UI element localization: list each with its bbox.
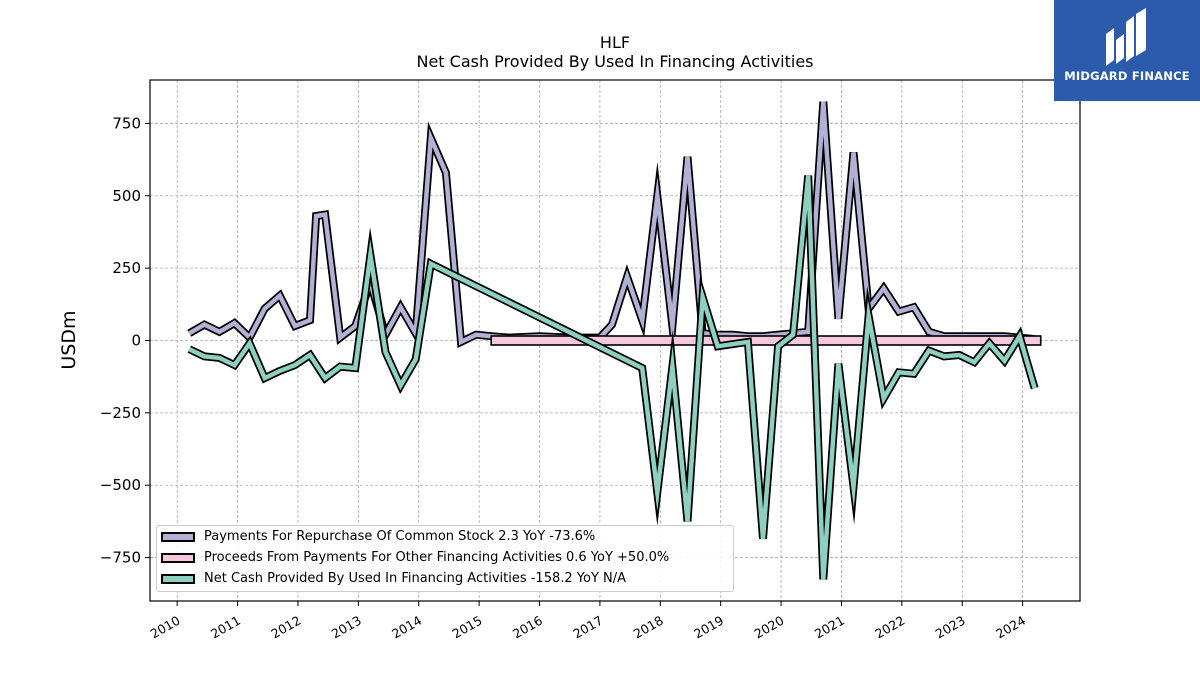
series-layer: [187, 101, 1042, 580]
x-axis-ticks: 2010 2011 2012 2013 2014 2015 2016 2017 2018 2019…: [148, 601, 1028, 642]
legend-label-net-cash: Net Cash Provided By Used In Financing A…: [204, 571, 627, 586]
chart-subtitle: Net Cash Provided By Used In Financing A…: [416, 52, 814, 71]
y-tick-label: −500: [100, 476, 141, 494]
legend-label-other-financing: Proceeds From Payments For Other Financi…: [204, 550, 670, 565]
x-tick-label: 2021: [812, 613, 847, 642]
legend-swatch-other-financing: [161, 553, 195, 563]
x-tick-label: 2020: [752, 613, 787, 642]
x-tick-label: 2013: [329, 613, 364, 642]
series-other-financing-bar: [490, 335, 1042, 346]
x-tick-label: 2017: [570, 613, 605, 642]
y-tick-label: 250: [112, 259, 141, 277]
x-tick-label: 2016: [510, 613, 545, 642]
series-net-cash-line: [188, 175, 1037, 580]
x-tick-label: 2011: [208, 613, 243, 642]
x-tick-label: 2015: [450, 613, 485, 642]
y-axis-ticks: 750 500 250 0 −250 −500 −750: [100, 114, 150, 567]
x-tick-label: 2018: [631, 613, 666, 642]
legend: Payments For Repurchase Of Common Stock …: [156, 525, 734, 592]
x-tick-label: 2014: [389, 613, 424, 642]
series-repurchase-line: [188, 101, 1035, 349]
y-tick-label: −750: [100, 549, 141, 567]
x-tick-label: 2019: [691, 613, 726, 642]
y-tick-label: 0: [131, 332, 141, 350]
x-tick-label: 2012: [268, 613, 303, 642]
y-tick-label: 750: [112, 114, 141, 132]
chart-title: HLF: [599, 33, 631, 52]
brand-mark-icon: [1106, 8, 1146, 66]
x-tick-label: 2024: [993, 613, 1028, 642]
x-tick-label: 2022: [872, 613, 907, 642]
x-tick-label: 2010: [148, 613, 183, 642]
midgard-finance-logo: MIDGARD FINANCE: [1054, 0, 1200, 101]
y-tick-label: −250: [100, 404, 141, 422]
x-tick-label: 2023: [933, 613, 968, 642]
legend-label-repurchase: Payments For Repurchase Of Common Stock …: [204, 529, 596, 544]
logo-text: MIDGARD FINANCE: [1064, 69, 1190, 83]
legend-swatch-net-cash: [161, 574, 195, 584]
y-axis-label: USDm: [58, 310, 80, 369]
legend-swatch-repurchase: [161, 532, 195, 542]
y-tick-label: 500: [112, 187, 141, 205]
